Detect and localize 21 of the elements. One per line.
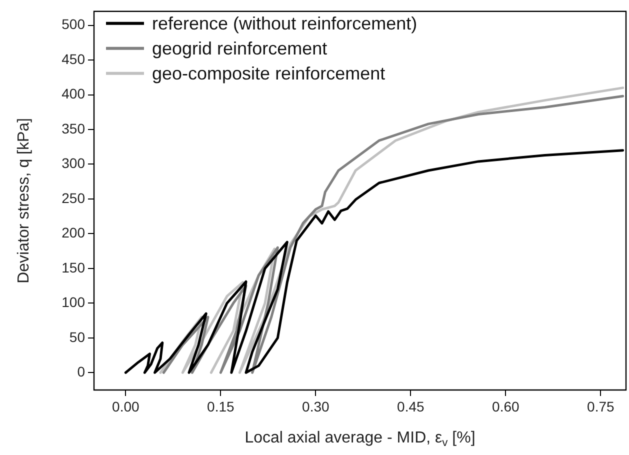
y-tick-label: 300 [62, 155, 86, 172]
y-tick-label: 200 [62, 224, 86, 241]
y-tick-label: 100 [62, 294, 86, 310]
y-tick-label: 400 [62, 86, 86, 102]
y-tick-label: 350 [62, 120, 86, 136]
legend-label: geogrid reinforcement [152, 38, 328, 58]
x-tick-label: 0.60 [492, 398, 520, 414]
y-tick-label: 150 [62, 259, 86, 276]
legend-label: geo-composite reinforcement [152, 63, 386, 84]
legend-label: reference (without reinforcement) [152, 13, 418, 34]
x-tick-label: 0.00 [112, 398, 140, 414]
x-tick-label: 0.45 [397, 398, 425, 414]
y-tick-label: 0 [77, 363, 86, 380]
y-tick-label: 250 [62, 190, 86, 206]
y-axis-title: Deviator stress, q [kPa] [15, 118, 32, 284]
y-tick-label: 50 [69, 328, 86, 345]
x-tick-label: 0.75 [587, 398, 615, 414]
y-tick-label: 450 [62, 50, 86, 67]
x-tick-label: 0.30 [302, 398, 330, 414]
x-tick-label: 0.15 [207, 398, 235, 414]
y-tick-label: 500 [62, 16, 86, 32]
